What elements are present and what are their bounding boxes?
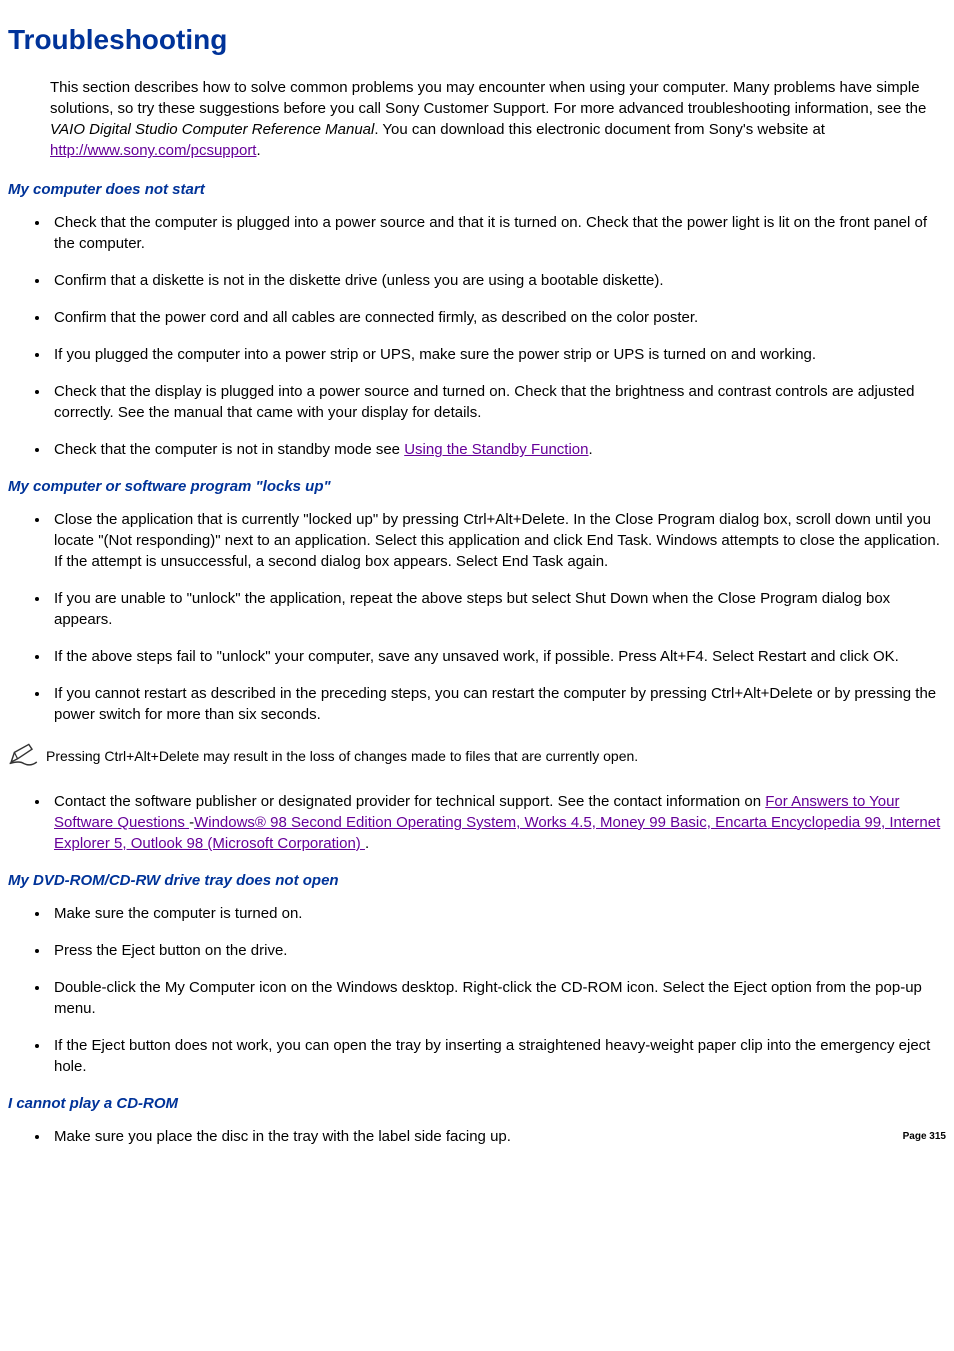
list-item: If you plugged the computer into a power… xyxy=(50,344,946,365)
list-item: If you are unable to "unlock" the applic… xyxy=(50,588,946,630)
section-heading-dvd-tray: My DVD-ROM/CD-RW drive tray does not ope… xyxy=(8,870,946,891)
intro-paragraph: This section describes how to solve comm… xyxy=(50,77,946,161)
list-item: Make sure the computer is turned on. xyxy=(50,903,946,924)
list-item: Check that the computer is not in standb… xyxy=(50,439,946,460)
page-title: Troubleshooting xyxy=(8,20,946,59)
list-item: Contact the software publisher or design… xyxy=(50,791,946,854)
list-item: If the above steps fail to "unlock" your… xyxy=(50,646,946,667)
list-item: Close the application that is currently … xyxy=(50,509,946,572)
list-item: Confirm that a diskette is not in the di… xyxy=(50,270,946,291)
section-heading-cannot-play-cdrom: I cannot play a CD-ROM xyxy=(8,1093,946,1114)
list-item-text-a: Contact the software publisher or design… xyxy=(54,793,765,810)
list-item-text-b: . xyxy=(365,835,369,852)
bullet-list-s1: Check that the computer is plugged into … xyxy=(34,212,946,460)
manual-name: VAIO Digital Studio Computer Reference M… xyxy=(50,121,374,138)
list-item-text-a: Check that the computer is not in standb… xyxy=(54,441,404,458)
list-item: Make sure you place the disc in the tray… xyxy=(50,1126,946,1147)
section-heading-computer-does-not-start: My computer does not start xyxy=(8,179,946,200)
intro-text-c: . xyxy=(256,142,260,159)
list-item-text-b: . xyxy=(588,441,592,458)
bullet-list-s2: Close the application that is currently … xyxy=(34,509,946,725)
pencil-note-icon xyxy=(8,741,40,773)
page-number: Page 315 xyxy=(903,1130,946,1144)
note-row: Pressing Ctrl+Alt+Delete may result in t… xyxy=(8,741,946,773)
intro-text-a: This section describes how to solve comm… xyxy=(50,79,926,117)
list-item: Check that the computer is plugged into … xyxy=(50,212,946,254)
list-item: If the Eject button does not work, you c… xyxy=(50,1035,946,1077)
list-item: Double-click the My Computer icon on the… xyxy=(50,977,946,1019)
list-item: If you cannot restart as described in th… xyxy=(50,683,946,725)
bullet-list-s4: Make sure you place the disc in the tray… xyxy=(34,1126,946,1147)
list-item: Press the Eject button on the drive. xyxy=(50,940,946,961)
standby-function-link[interactable]: Using the Standby Function xyxy=(404,441,588,458)
bullet-list-s3: Make sure the computer is turned on. Pre… xyxy=(34,903,946,1077)
support-url-link[interactable]: http://www.sony.com/pcsupport xyxy=(50,142,256,159)
list-item: Confirm that the power cord and all cabl… xyxy=(50,307,946,328)
note-text: Pressing Ctrl+Alt+Delete may result in t… xyxy=(46,747,638,767)
bullet-list-s2b: Contact the software publisher or design… xyxy=(34,791,946,854)
list-item: Check that the display is plugged into a… xyxy=(50,381,946,423)
intro-text-b: . You can download this electronic docum… xyxy=(374,121,825,138)
section-heading-locks-up: My computer or software program "locks u… xyxy=(8,476,946,497)
